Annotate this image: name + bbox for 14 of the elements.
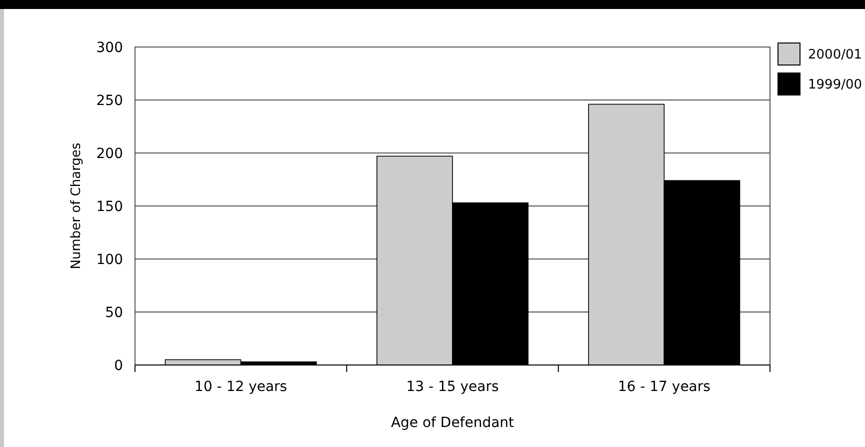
y-tick-label: 200 — [96, 146, 123, 162]
x-tick-label: 16 - 17 years — [618, 379, 710, 395]
y-axis-title: Number of Charges — [69, 142, 84, 270]
legend-label: 2000/01 — [808, 48, 862, 63]
x-tick-label: 13 - 15 years — [406, 379, 499, 395]
y-tick-label: 0 — [114, 358, 123, 374]
y-tick-label: 300 — [96, 40, 123, 56]
x-tick-label: 10 - 12 years — [194, 379, 288, 395]
y-tick-label: 250 — [96, 92, 123, 109]
y-tick-label: 150 — [96, 198, 123, 215]
x-axis-title: Age of Defendant — [390, 415, 515, 431]
legend-label: 1999/00 — [808, 78, 862, 93]
y-tick-label: 100 — [96, 252, 123, 268]
y-tick-label: 50 — [105, 304, 123, 321]
